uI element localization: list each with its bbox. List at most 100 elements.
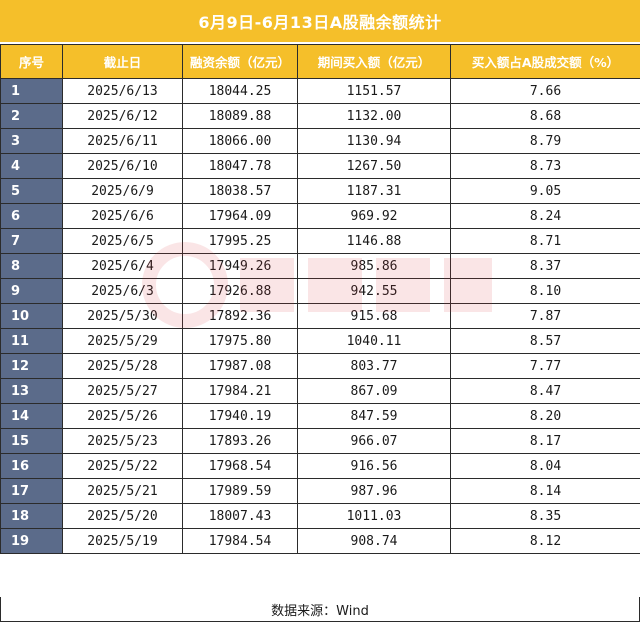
financing-balance-cell: 18038.57 [182, 178, 298, 204]
financing-balance-cell: 17926.88 [182, 278, 298, 304]
period-buy-amount-cell: 1011.03 [297, 503, 451, 529]
table-row: 10 2025/5/30 17892.36 915.68 7.87 [0, 303, 640, 329]
financing-balance-cell: 17975.80 [182, 328, 298, 354]
financing-balance-cell: 18089.88 [182, 103, 298, 129]
period-buy-amount-cell: 969.92 [297, 203, 451, 229]
row-index-cell: 19 [0, 528, 63, 554]
buy-ratio-cell: 8.10 [450, 278, 640, 304]
cutoff-date-cell: 2025/5/22 [62, 453, 183, 479]
period-buy-amount-cell: 847.59 [297, 403, 451, 429]
financing-balance-cell: 17968.54 [182, 453, 298, 479]
period-buy-amount-cell: 867.09 [297, 378, 451, 404]
period-buy-amount-cell: 803.77 [297, 353, 451, 379]
row-index-cell: 18 [0, 503, 63, 529]
cutoff-date-cell: 2025/6/6 [62, 203, 183, 229]
period-buy-amount-cell: 1267.50 [297, 153, 451, 179]
cutoff-date-cell: 2025/5/23 [62, 428, 183, 454]
financing-balance-cell: 17940.19 [182, 403, 298, 429]
financing-balance-cell: 17893.26 [182, 428, 298, 454]
table-row: 4 2025/6/10 18047.78 1267.50 8.73 [0, 153, 640, 179]
buy-ratio-cell: 8.68 [450, 103, 640, 129]
financing-balance-cell: 17995.25 [182, 228, 298, 254]
table-row: 19 2025/5/19 17984.54 908.74 8.12 [0, 528, 640, 554]
period-buy-amount-cell: 916.56 [297, 453, 451, 479]
buy-ratio-cell: 8.12 [450, 528, 640, 554]
period-buy-amount-cell: 1130.94 [297, 128, 451, 154]
column-header-balance: 融资余额（亿元） [182, 44, 298, 79]
buy-ratio-cell: 8.14 [450, 478, 640, 504]
table-row: 3 2025/6/11 18066.00 1130.94 8.79 [0, 128, 640, 154]
row-index-cell: 17 [0, 478, 63, 504]
cutoff-date-cell: 2025/6/9 [62, 178, 183, 204]
financing-balance-cell: 17984.54 [182, 528, 298, 554]
buy-ratio-cell: 8.57 [450, 328, 640, 354]
table-row: 7 2025/6/5 17995.25 1146.88 8.71 [0, 228, 640, 254]
financing-balance-cell: 17964.09 [182, 203, 298, 229]
table-row: 5 2025/6/9 18038.57 1187.31 9.05 [0, 178, 640, 204]
period-buy-amount-cell: 966.07 [297, 428, 451, 454]
buy-ratio-cell: 8.37 [450, 253, 640, 279]
buy-ratio-cell: 8.47 [450, 378, 640, 404]
row-index-cell: 5 [0, 178, 63, 204]
column-header-buy-ratio: 买入额占A股成交额（%） [450, 44, 640, 79]
buy-ratio-cell: 8.71 [450, 228, 640, 254]
table-row: 14 2025/5/26 17940.19 847.59 8.20 [0, 403, 640, 429]
cutoff-date-cell: 2025/5/27 [62, 378, 183, 404]
row-index-cell: 9 [0, 278, 63, 304]
cutoff-date-cell: 2025/6/12 [62, 103, 183, 129]
row-index-cell: 10 [0, 303, 63, 329]
cutoff-date-cell: 2025/5/21 [62, 478, 183, 504]
table-row: 13 2025/5/27 17984.21 867.09 8.47 [0, 378, 640, 404]
buy-ratio-cell: 8.17 [450, 428, 640, 454]
financing-balance-cell: 17949.26 [182, 253, 298, 279]
buy-ratio-cell: 8.20 [450, 403, 640, 429]
margin-balance-table: 序号 截止日 融资余额（亿元） 期间买入额（亿元） 买入额占A股成交额（%） 1… [0, 44, 640, 554]
row-index-cell: 8 [0, 253, 63, 279]
period-buy-amount-cell: 915.68 [297, 303, 451, 329]
table-row: 9 2025/6/3 17926.88 942.55 8.10 [0, 278, 640, 304]
table-row: 11 2025/5/29 17975.80 1040.11 8.57 [0, 328, 640, 354]
period-buy-amount-cell: 987.96 [297, 478, 451, 504]
table-row: 15 2025/5/23 17893.26 966.07 8.17 [0, 428, 640, 454]
financing-balance-cell: 18044.25 [182, 78, 298, 104]
column-header-date: 截止日 [62, 44, 183, 79]
row-index-cell: 7 [0, 228, 63, 254]
cutoff-date-cell: 2025/5/28 [62, 353, 183, 379]
buy-ratio-cell: 8.04 [450, 453, 640, 479]
row-index-cell: 4 [0, 153, 63, 179]
row-index-cell: 3 [0, 128, 63, 154]
cutoff-date-cell: 2025/5/19 [62, 528, 183, 554]
table-row: 8 2025/6/4 17949.26 985.86 8.37 [0, 253, 640, 279]
buy-ratio-cell: 8.24 [450, 203, 640, 229]
period-buy-amount-cell: 1146.88 [297, 228, 451, 254]
cutoff-date-cell: 2025/6/10 [62, 153, 183, 179]
cutoff-date-cell: 2025/5/29 [62, 328, 183, 354]
financing-balance-cell: 17987.08 [182, 353, 298, 379]
buy-ratio-cell: 9.05 [450, 178, 640, 204]
column-header-index: 序号 [0, 44, 63, 79]
cutoff-date-cell: 2025/5/26 [62, 403, 183, 429]
table-row: 16 2025/5/22 17968.54 916.56 8.04 [0, 453, 640, 479]
header-row: 序号 截止日 融资余额（亿元） 期间买入额（亿元） 买入额占A股成交额（%） [0, 44, 640, 79]
buy-ratio-cell: 8.73 [450, 153, 640, 179]
table-row: 18 2025/5/20 18007.43 1011.03 8.35 [0, 503, 640, 529]
cutoff-date-cell: 2025/5/20 [62, 503, 183, 529]
period-buy-amount-cell: 942.55 [297, 278, 451, 304]
cutoff-date-cell: 2025/6/4 [62, 253, 183, 279]
cutoff-date-cell: 2025/6/3 [62, 278, 183, 304]
financing-balance-cell: 17984.21 [182, 378, 298, 404]
cutoff-date-cell: 2025/6/5 [62, 228, 183, 254]
period-buy-amount-cell: 985.86 [297, 253, 451, 279]
cutoff-date-cell: 2025/6/11 [62, 128, 183, 154]
buy-ratio-cell: 8.35 [450, 503, 640, 529]
row-index-cell: 1 [0, 78, 63, 104]
table-row: 12 2025/5/28 17987.08 803.77 7.77 [0, 353, 640, 379]
row-index-cell: 13 [0, 378, 63, 404]
buy-ratio-cell: 7.77 [450, 353, 640, 379]
table-body: 1 2025/6/13 18044.25 1151.57 7.66 2 2025/6/12 1… [0, 78, 640, 554]
period-buy-amount-cell: 1151.57 [297, 78, 451, 104]
row-index-cell: 15 [0, 428, 63, 454]
column-header-buy-amount: 期间买入额（亿元） [297, 44, 451, 79]
financing-balance-cell: 17989.59 [182, 478, 298, 504]
